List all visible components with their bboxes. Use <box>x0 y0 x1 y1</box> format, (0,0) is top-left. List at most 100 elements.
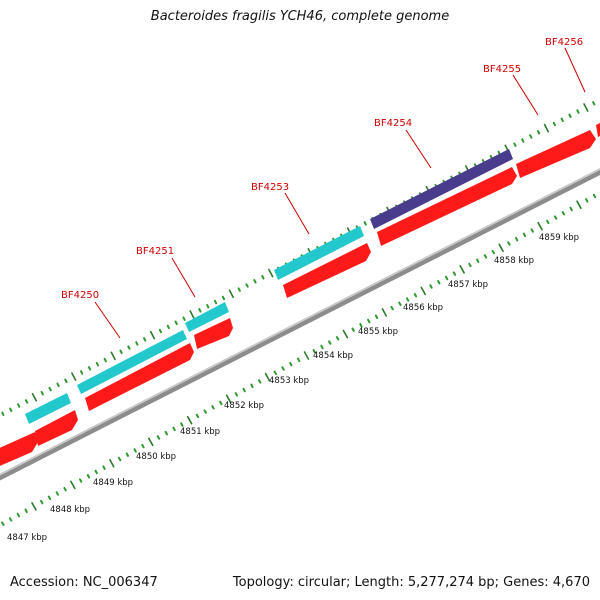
ruler-minor-tick <box>79 478 83 483</box>
ruler-minor-tick <box>359 323 363 328</box>
ruler-minor-tick <box>429 284 433 289</box>
gene-bar-red[interactable] <box>596 123 600 137</box>
kbp-label: 4853 kbp <box>269 376 309 386</box>
leader-bf4255 <box>512 74 539 116</box>
ruler-minor-tick <box>102 465 106 470</box>
ruler-minor-tick <box>242 387 246 393</box>
gene-bar-red[interactable] <box>0 432 38 468</box>
ruler-minor-tick <box>367 318 371 324</box>
ruler-minor-tick <box>195 413 200 419</box>
ruler-minor-tick <box>483 254 488 259</box>
ruler-minor-tick <box>390 305 394 311</box>
ruler-minor-tick <box>491 249 495 255</box>
ruler-minor-tick <box>156 435 161 440</box>
cds-bar-cyan[interactable] <box>77 330 187 394</box>
ruler-minor-tick <box>253 279 257 284</box>
ruler-major-tick <box>31 392 38 402</box>
ruler-minor-tick <box>24 508 28 513</box>
genome-backbone-highlight <box>0 168 600 476</box>
ruler-minor-tick <box>273 370 277 375</box>
ruler-minor-tick <box>374 314 379 319</box>
ruler-minor-tick <box>413 293 418 298</box>
ruler-minor-tick <box>250 383 254 388</box>
gene-label-bf4253[interactable]: BF4253 <box>251 182 289 193</box>
ruler-minor-tick <box>1 411 5 417</box>
gene-label-bf4251[interactable]: BF4251 <box>136 246 174 257</box>
gene-labels: BF4250 BF4251 BF4253 BF4254 BF4255 BF425… <box>61 37 583 301</box>
ruler-major-tick <box>420 286 427 296</box>
ruler-major-tick <box>228 289 234 299</box>
gene-bar-red[interactable] <box>377 167 517 246</box>
ruler-major-tick <box>264 372 271 382</box>
cds-bar-cyan[interactable] <box>25 393 71 424</box>
ruler-minor-tick <box>363 221 367 226</box>
ruler-minor-tick <box>592 193 597 199</box>
ruler-minor-tick <box>585 198 589 203</box>
ruler-minor-tick <box>560 117 564 123</box>
ruler-minor-tick <box>576 109 580 114</box>
gene-bar-red[interactable] <box>85 343 194 411</box>
gene-label-bf4250[interactable]: BF4250 <box>61 290 99 301</box>
ruler-minor-tick <box>406 297 410 302</box>
cds-bar-purple[interactable] <box>370 149 513 229</box>
ruler-minor-tick <box>592 101 596 106</box>
ruler-minor-tick <box>172 426 176 432</box>
kbp-label: 4850 kbp <box>136 452 176 462</box>
ruler-minor-tick <box>141 443 145 449</box>
ruler-major-tick <box>268 268 274 278</box>
genome-backbone <box>0 170 600 481</box>
gene-label-bf4256[interactable]: BF4256 <box>545 37 583 48</box>
ruler-minor-tick <box>515 236 519 242</box>
ruler-minor-tick <box>40 499 44 505</box>
ruler-minor-tick <box>507 241 511 246</box>
gene-bar-red[interactable] <box>35 410 78 446</box>
ruler-minor-tick <box>261 275 265 280</box>
ruler-minor-tick <box>206 304 210 309</box>
ruler-minor-tick <box>135 341 139 346</box>
ruler-minor-tick <box>281 366 285 371</box>
accession-text: Accession: NC_006347 <box>10 575 158 590</box>
gene-label-bf4255[interactable]: BF4255 <box>483 64 521 75</box>
cds-bar-cyan[interactable] <box>274 226 364 280</box>
ruler-major-tick <box>303 351 310 360</box>
ruler-minor-tick <box>174 320 178 325</box>
ruler-minor-tick <box>55 491 59 496</box>
ruler-minor-tick <box>17 403 21 408</box>
ruler-minor-tick <box>24 399 29 404</box>
ruler-minor-tick <box>64 378 68 383</box>
ruler-major-tick <box>148 437 154 447</box>
ruler-minor-tick <box>561 211 566 216</box>
ruler-major-tick <box>70 480 76 490</box>
ruler-minor-tick <box>133 448 137 453</box>
ruler-minor-tick <box>87 366 92 371</box>
ruler-minor-tick <box>234 392 238 397</box>
ruler-major-tick <box>31 502 37 511</box>
cds-bar-cyan[interactable] <box>185 302 229 332</box>
ruler-major-tick <box>186 415 193 425</box>
ruler-major-tick <box>498 243 504 253</box>
leader-bf4256 <box>564 47 586 93</box>
ruler-minor-tick <box>103 357 107 363</box>
ruler-minor-tick <box>552 121 556 127</box>
gene-label-bf4254[interactable]: BF4254 <box>374 118 412 129</box>
kbp-label: 4856 kbp <box>403 303 443 313</box>
gene-bar-red[interactable] <box>283 243 371 298</box>
ruler-major-tick <box>71 372 77 381</box>
ruler-minor-tick <box>219 400 223 406</box>
ruler-minor-tick <box>9 407 13 412</box>
kbp-label: 4847 kbp <box>7 533 47 543</box>
ruler-minor-tick <box>40 390 44 396</box>
gene-bar-red[interactable] <box>194 318 233 349</box>
gene-bar-red[interactable] <box>516 130 596 178</box>
ruler-major-tick <box>189 310 195 319</box>
ruler-minor-tick <box>63 487 67 492</box>
ruler-minor-tick <box>289 361 293 367</box>
genome-summary-text: Topology: circular; Length: 5,277,274 bp… <box>232 575 590 590</box>
ruler-minor-tick <box>297 357 301 363</box>
leader-bf4250 <box>94 301 121 339</box>
ruler-minor-tick <box>351 327 355 332</box>
ruler-minor-tick <box>568 113 572 118</box>
ruler-major-tick <box>576 200 582 209</box>
ruler-minor-tick <box>569 206 573 212</box>
